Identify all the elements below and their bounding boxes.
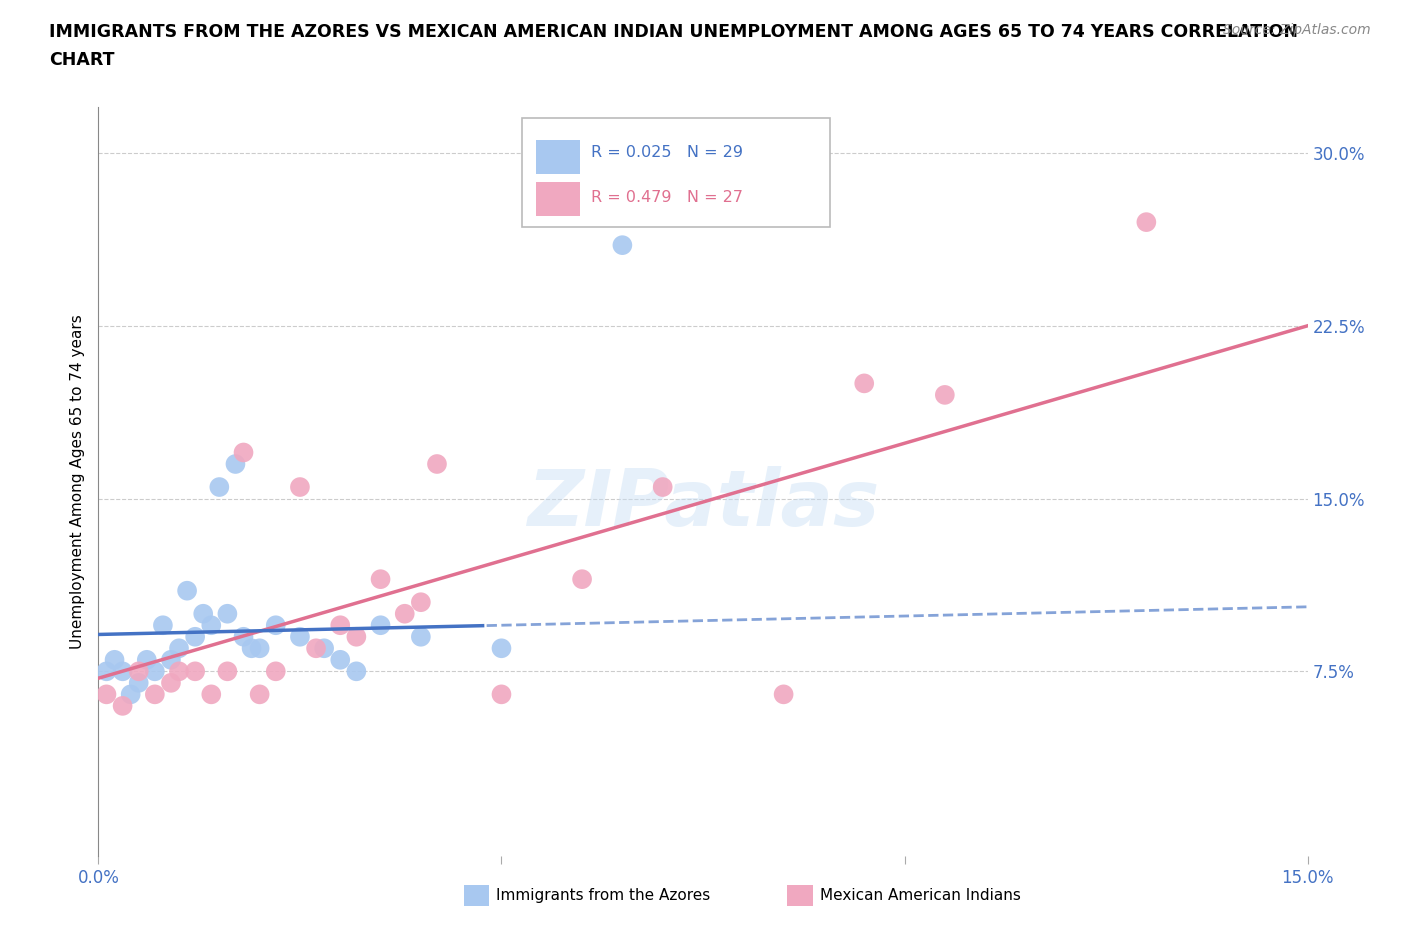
Point xyxy=(232,630,254,644)
Text: IMMIGRANTS FROM THE AZORES VS MEXICAN AMERICAN INDIAN UNEMPLOYMENT AMONG AGES 65: IMMIGRANTS FROM THE AZORES VS MEXICAN AM… xyxy=(49,23,1298,41)
Point xyxy=(224,457,246,472)
Text: R = 0.479   N = 27: R = 0.479 N = 27 xyxy=(591,190,742,205)
Point xyxy=(111,698,134,713)
Point xyxy=(143,664,166,679)
Point xyxy=(934,388,956,403)
Point xyxy=(217,664,239,679)
Point xyxy=(426,457,449,472)
Point xyxy=(314,641,336,656)
Point xyxy=(111,664,134,679)
Point xyxy=(370,618,392,632)
Point xyxy=(853,376,876,391)
FancyBboxPatch shape xyxy=(536,140,579,174)
Point xyxy=(491,687,513,702)
Point xyxy=(200,687,222,702)
Point xyxy=(167,641,190,656)
Point xyxy=(176,583,198,598)
Point xyxy=(394,606,416,621)
Point xyxy=(344,664,367,679)
Text: ZIPatlas: ZIPatlas xyxy=(527,466,879,542)
Point xyxy=(208,480,231,495)
Point xyxy=(344,630,367,644)
Text: R = 0.025   N = 29: R = 0.025 N = 29 xyxy=(591,145,742,160)
Point xyxy=(1135,215,1157,230)
Point xyxy=(288,630,311,644)
Point xyxy=(240,641,263,656)
Point xyxy=(409,595,432,610)
FancyBboxPatch shape xyxy=(522,118,830,227)
Point xyxy=(200,618,222,632)
Point xyxy=(249,687,271,702)
Point xyxy=(103,652,125,667)
Point xyxy=(264,664,287,679)
Point xyxy=(160,675,183,690)
Point xyxy=(128,675,150,690)
Point xyxy=(96,664,118,679)
Point xyxy=(612,238,634,253)
Point xyxy=(193,606,215,621)
Point xyxy=(329,652,352,667)
Point xyxy=(128,664,150,679)
Point xyxy=(264,618,287,632)
FancyBboxPatch shape xyxy=(536,182,579,217)
Point xyxy=(329,618,352,632)
Point xyxy=(96,687,118,702)
Point xyxy=(491,641,513,656)
Point xyxy=(217,606,239,621)
Text: Mexican American Indians: Mexican American Indians xyxy=(820,888,1021,903)
Point xyxy=(370,572,392,587)
Point xyxy=(135,652,157,667)
Point xyxy=(184,664,207,679)
Text: CHART: CHART xyxy=(49,51,115,69)
Point xyxy=(409,630,432,644)
Point xyxy=(288,480,311,495)
Point xyxy=(772,687,794,702)
Point xyxy=(184,630,207,644)
Point xyxy=(120,687,142,702)
Point xyxy=(167,664,190,679)
Text: Source: ZipAtlas.com: Source: ZipAtlas.com xyxy=(1223,23,1371,37)
Point xyxy=(651,480,673,495)
Point xyxy=(249,641,271,656)
Point xyxy=(152,618,174,632)
Point xyxy=(160,652,183,667)
Point xyxy=(305,641,328,656)
Point xyxy=(232,445,254,460)
Point xyxy=(143,687,166,702)
Text: Immigrants from the Azores: Immigrants from the Azores xyxy=(496,888,710,903)
Y-axis label: Unemployment Among Ages 65 to 74 years: Unemployment Among Ages 65 to 74 years xyxy=(69,314,84,648)
Point xyxy=(571,572,593,587)
